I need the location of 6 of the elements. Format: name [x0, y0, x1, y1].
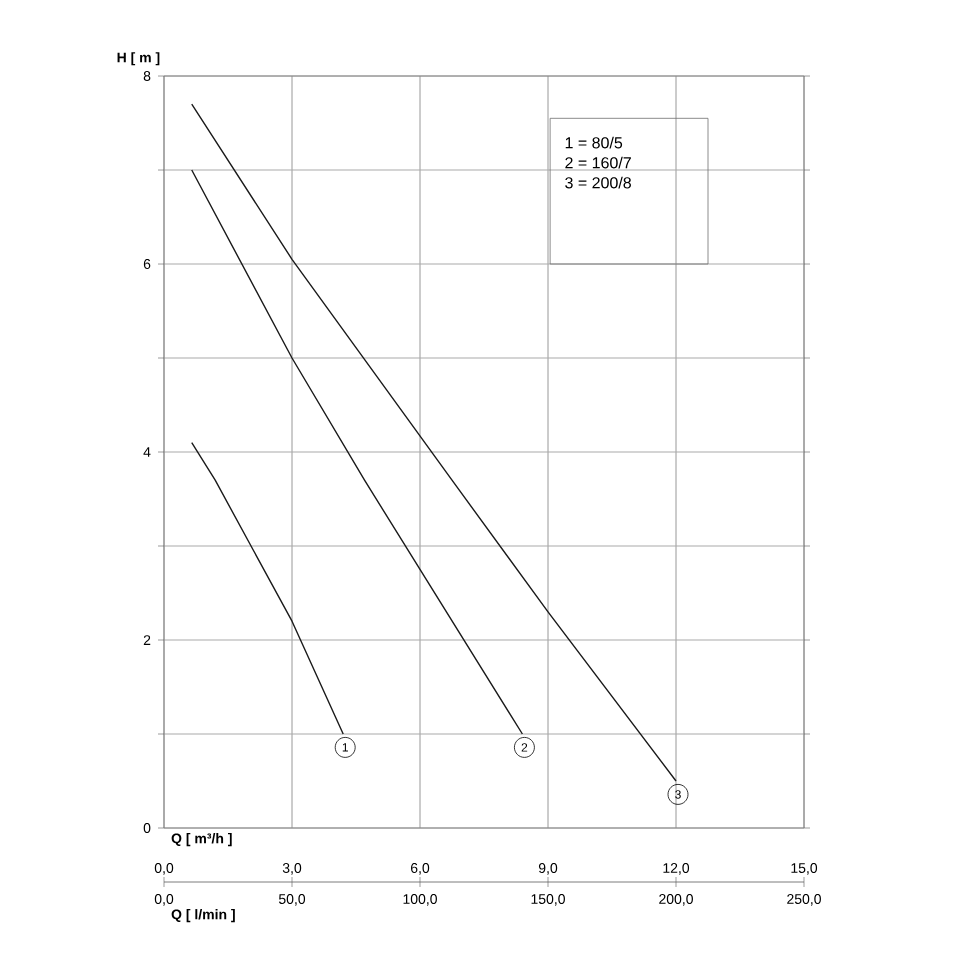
annotation: 2 = 160/7: [565, 156, 631, 169]
line-series: [191, 441, 344, 735]
line-series: [191, 169, 524, 735]
annotation: 1 = 80/5: [565, 136, 623, 149]
annotation: 3 = 200/8: [565, 176, 631, 189]
line-series: [191, 103, 677, 782]
